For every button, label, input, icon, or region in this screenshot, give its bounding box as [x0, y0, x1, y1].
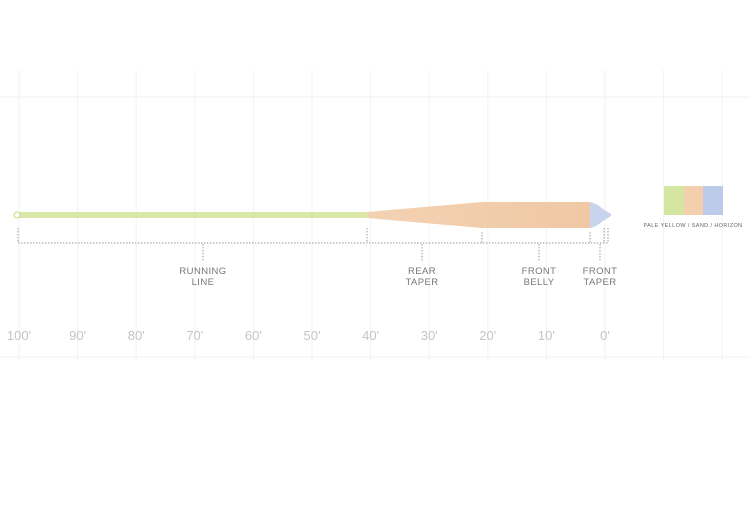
section-label: TAPER [406, 277, 439, 288]
axis-label: 40' [362, 328, 379, 343]
section-label: BELLY [524, 277, 555, 288]
axis-label: 100' [7, 328, 31, 343]
section-label: LINE [192, 277, 215, 288]
swatch [703, 186, 723, 215]
bracket [17, 228, 609, 244]
axis-label: 50' [304, 328, 321, 343]
legend-label: PALE YELLOW / SAND / HORIZON [643, 223, 742, 229]
section-label: REAR [408, 266, 436, 277]
swatch [684, 186, 703, 215]
axis-label: 60' [245, 328, 262, 343]
running-line [18, 212, 370, 218]
axis-label: 10' [538, 328, 555, 343]
axis-label: 0' [600, 328, 610, 343]
section-label: TAPER [584, 277, 617, 288]
axis-label: 90' [69, 328, 86, 343]
section-label: RUNNING [179, 266, 226, 277]
axis-label: 20' [479, 328, 496, 343]
line-end [13, 211, 21, 219]
swatch [664, 186, 684, 215]
axis-label: 70' [186, 328, 203, 343]
axis-label: 80' [128, 328, 145, 343]
taper-body [367, 202, 590, 228]
section-label: FRONT [522, 266, 557, 277]
legend: PALE YELLOW / SAND / HORIZON [643, 186, 742, 229]
fly-line [13, 202, 611, 228]
front-taper [590, 202, 611, 228]
axis-label: 30' [421, 328, 438, 343]
section-label: FRONT [583, 266, 618, 277]
